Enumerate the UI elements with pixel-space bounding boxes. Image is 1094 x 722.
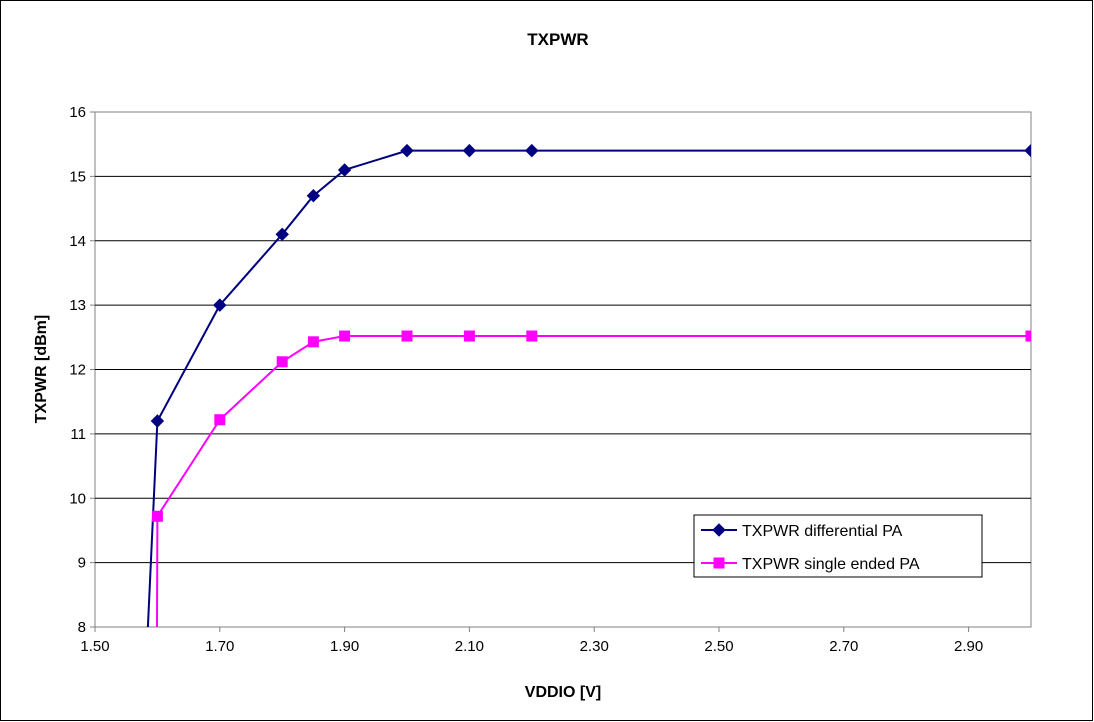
series-line	[156, 335, 1031, 627]
legend-entry: TXPWR single ended PA	[701, 556, 920, 573]
legend-label: TXPWR single ended PA	[742, 556, 920, 573]
y-tick-label: 9	[78, 555, 86, 572]
y-tick-label: 15	[69, 168, 86, 185]
legend: TXPWR differential PA TXPWR single ended …	[693, 514, 983, 578]
data-point	[1025, 330, 1031, 342]
data-point	[275, 227, 289, 242]
x-axis-ticks: 1.50 1.70 1.90 2.10 2.30 2.50 2.70 2.90	[80, 627, 983, 655]
legend-entry: TXPWR differential PA	[701, 523, 903, 540]
series-line	[146, 149, 1031, 627]
x-tick-label: 2.30	[580, 638, 609, 655]
data-point	[306, 188, 321, 203]
data-point	[307, 336, 319, 348]
data-point	[337, 163, 352, 177]
x-tick-label: 2.50	[704, 638, 733, 655]
x-tick-label: 1.70	[205, 638, 234, 655]
x-tick-label: 1.50	[80, 638, 109, 655]
data-point	[462, 143, 477, 158]
data-point	[213, 298, 227, 312]
legend-box	[693, 514, 983, 578]
series-differential-pa	[146, 143, 1031, 627]
data-point	[526, 330, 538, 342]
y-axis-label: TXPWR [dBm]	[33, 315, 50, 423]
y-tick-label: 14	[69, 233, 86, 250]
y-tick-label: 8	[78, 619, 86, 636]
data-point	[400, 143, 414, 158]
data-point	[339, 330, 351, 342]
y-tick-label: 11	[70, 426, 86, 443]
legend-marker	[712, 523, 726, 537]
data-point	[525, 143, 539, 158]
y-tick-label: 12	[69, 362, 86, 379]
y-axis-ticks: 8 9 10 11 12 13 14 15 16	[69, 104, 95, 636]
legend-label: TXPWR differential PA	[742, 523, 903, 540]
legend-marker	[713, 557, 725, 569]
y-tick-label: 16	[69, 104, 86, 121]
x-tick-label: 2.10	[455, 638, 484, 655]
x-tick-label: 2.90	[954, 638, 983, 655]
chart-title: TXPWR	[527, 30, 588, 49]
x-tick-label: 2.70	[829, 638, 858, 655]
data-point	[276, 356, 288, 368]
series-single-ended-pa	[151, 330, 1031, 627]
data-point	[401, 330, 413, 342]
x-axis-label: VDDIO [V]	[525, 684, 601, 701]
data-point	[463, 330, 475, 342]
data-point	[151, 510, 163, 522]
series-layer	[146, 143, 1031, 627]
data-point	[214, 414, 226, 426]
data-point	[150, 414, 165, 428]
data-point	[1024, 143, 1031, 158]
x-tick-label: 1.90	[330, 638, 359, 655]
y-tick-label: 13	[69, 297, 86, 314]
y-tick-label: 10	[69, 490, 86, 507]
